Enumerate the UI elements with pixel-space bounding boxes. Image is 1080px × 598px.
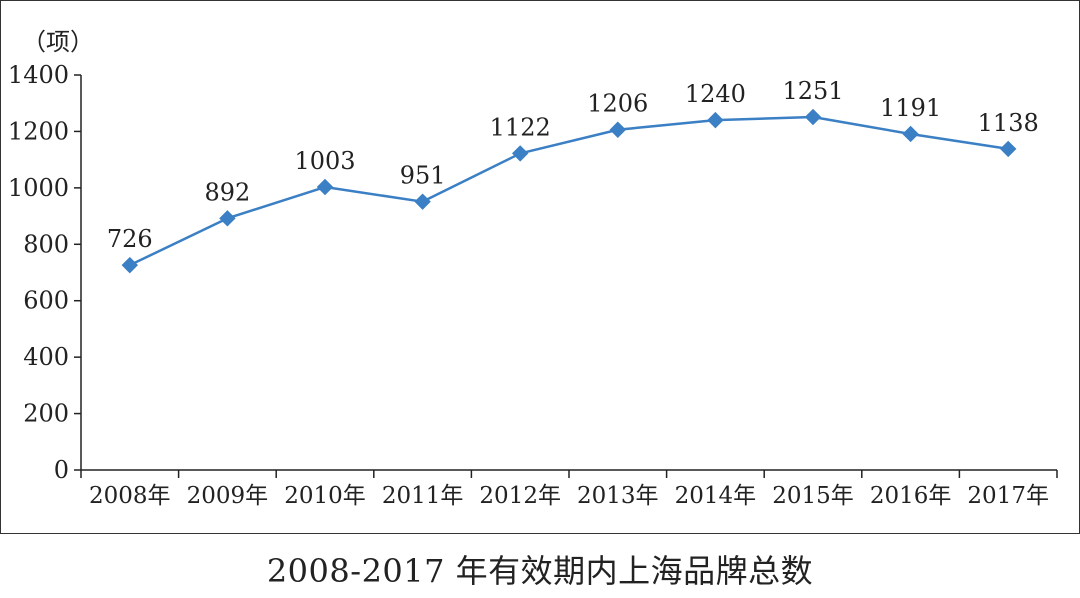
chart-border [0,0,1080,534]
x-tick-label: 2008年 [89,483,171,509]
data-point-marker [804,108,822,126]
data-label: 1251 [782,77,843,105]
y-tick-label: 600 [23,287,69,315]
x-tick-label: 2017年 [967,483,1049,509]
data-label: 1138 [978,109,1039,137]
x-tick-label: 2014年 [675,483,757,509]
x-tick-label: 2012年 [479,483,561,509]
y-tick-label: 400 [23,343,69,371]
y-tick-label: 1000 [8,174,69,202]
data-point-marker [511,145,529,162]
data-point-marker [316,178,334,196]
data-point-marker [999,140,1017,158]
y-tick-label: 0 [54,456,69,484]
data-point-marker [219,210,236,227]
data-label: 1206 [587,90,648,118]
data-point-marker [414,193,431,210]
chart-frame: （项） 0 200 400 600 800 1000 1200 1400 2008年 2009年 2… [0,0,1080,534]
data-label: 1122 [490,113,551,141]
data-label: 1003 [294,147,355,175]
y-tick-label: 800 [23,230,69,258]
data-point-marker [121,256,139,274]
data-point-marker [902,125,919,143]
x-tick-label: 2011年 [382,483,464,509]
data-label: 1240 [685,80,746,108]
axes: 0 200 400 600 800 1000 1200 1400 2008年 2009年 2010年… [8,61,1058,509]
x-tick-label: 2016年 [870,483,952,509]
series-marks: 726 892 1003 951 1122 1206 1240 1251 1191 1138 [107,77,1039,274]
data-label: 892 [204,178,250,206]
y-tick-label: 1400 [8,61,69,89]
data-point-marker [609,121,627,138]
x-tick-label: 2009年 [187,483,269,509]
data-point-marker [707,111,724,129]
series-line [129,115,1009,267]
chart-caption: 2008-2017 年有效期内上海品牌总数 [266,552,814,590]
y-tick-label: 200 [23,400,69,428]
data-label: 1191 [880,94,941,122]
line-chart: （项） 0 200 400 600 800 1000 1200 1400 2008年 2009年 2… [0,0,1080,534]
x-tick-label: 2013年 [577,483,659,509]
x-tick-label: 2015年 [772,483,854,509]
data-label: 726 [107,225,153,253]
data-label: 951 [400,162,446,190]
y-tick-label: 1200 [8,117,69,145]
x-tick-label: 2010年 [284,483,366,509]
y-axis-label: （项） [22,28,94,56]
